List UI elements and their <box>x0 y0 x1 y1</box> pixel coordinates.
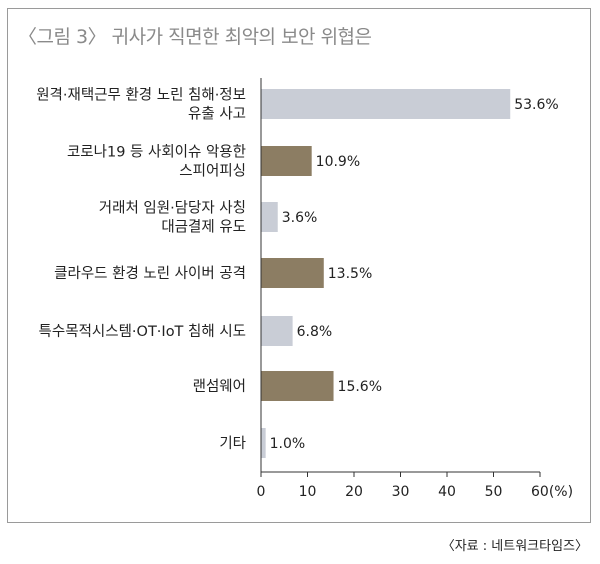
bar-4 <box>261 258 324 288</box>
x-tick-label-20: 20 <box>345 484 363 500</box>
value-label-2: 10.9% <box>316 154 360 170</box>
category-label-7: 기타 <box>219 435 246 452</box>
bar-5 <box>261 316 293 346</box>
source-note: 〈자료 : 네트워크타임즈〉 <box>441 539 588 554</box>
bar-3 <box>261 202 278 232</box>
bar-1 <box>261 89 511 119</box>
bars <box>261 89 511 458</box>
category-label-1-line-1: 원격·재택근무 환경 노린 침해·정보 <box>36 87 246 104</box>
value-label-7: 1.0% <box>270 436 306 452</box>
category-label-5: 특수목적시스템·OT·IoT 침해 시도 <box>39 323 246 340</box>
x-tick-label-30: 30 <box>392 484 410 500</box>
category-label-2-line-2: 스피어피싱 <box>179 163 246 180</box>
category-label-4: 클라우드 환경 노린 사이버 공격 <box>54 265 246 282</box>
x-tick-label-60: 60(%) <box>531 484 573 500</box>
value-label-3: 3.6% <box>282 210 318 226</box>
x-tick-label-10: 10 <box>299 484 317 500</box>
category-label-1-line-2: 유출 사고 <box>188 106 246 123</box>
x-axis-ticks: 0 10 20 30 40 50 60(%) <box>257 472 573 500</box>
value-label-4: 13.5% <box>328 266 372 282</box>
x-tick-label-40: 40 <box>438 484 456 500</box>
value-label-6: 15.6% <box>338 379 382 395</box>
category-label-2-line-1: 코로나19 등 사회이슈 악용한 <box>67 144 246 161</box>
value-label-1: 53.6% <box>514 97 558 113</box>
chart-title: 〈그림 3〉 귀사가 직면한 최악의 보안 위협은 <box>18 26 372 48</box>
x-tick-label-0: 0 <box>257 484 266 500</box>
bar-7 <box>261 428 266 458</box>
category-label-3-line-1: 거래처 임원·담당자 사칭 <box>99 200 246 217</box>
x-tick-label-50: 50 <box>485 484 503 500</box>
value-labels: 53.6% 10.9% 3.6% 13.5% 6.8% 15.6% 1.0% <box>270 97 559 452</box>
bar-6 <box>261 371 334 401</box>
category-label-6: 랜섬웨어 <box>193 378 246 395</box>
category-label-3-line-2: 대금결제 유도 <box>161 219 246 236</box>
value-label-5: 6.8% <box>297 324 333 340</box>
bar-2 <box>261 146 312 176</box>
